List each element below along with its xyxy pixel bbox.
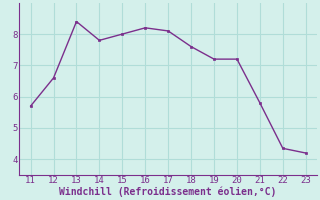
X-axis label: Windchill (Refroidissement éolien,°C): Windchill (Refroidissement éolien,°C) bbox=[60, 187, 277, 197]
